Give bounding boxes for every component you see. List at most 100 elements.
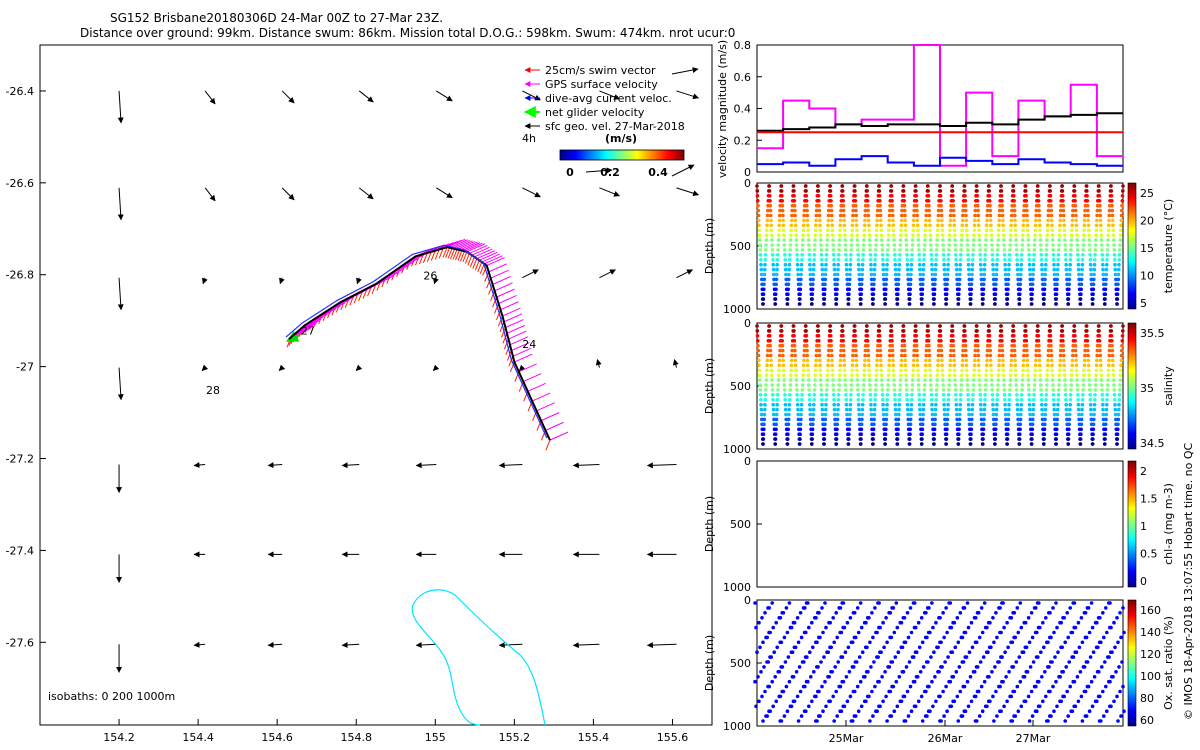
dive-sample-dot bbox=[1046, 358, 1050, 363]
geo-velocity-arrow bbox=[436, 187, 453, 199]
dive-sample-dot bbox=[900, 208, 904, 213]
dive-sample-dot bbox=[1061, 213, 1066, 218]
dive-sample-dot bbox=[946, 655, 950, 659]
dive-sample-dot bbox=[970, 277, 974, 282]
dive-sample-dot bbox=[768, 213, 773, 218]
dive-sample-dot bbox=[801, 368, 806, 373]
dive-sample-dot bbox=[833, 277, 837, 282]
dive-sample-dot bbox=[1107, 348, 1112, 353]
dive-sample-dot bbox=[1101, 267, 1105, 272]
dive-sample-dot bbox=[1106, 233, 1111, 237]
dive-sample-dot bbox=[1095, 699, 1099, 704]
dive-sample-dot bbox=[1090, 292, 1094, 297]
dive-sample-dot bbox=[948, 223, 952, 228]
dive-sample-dot bbox=[831, 238, 835, 242]
dive-sample-dot bbox=[772, 432, 777, 437]
geo-velocity-arrow bbox=[356, 277, 362, 285]
dive-sample-dot bbox=[926, 199, 931, 203]
dive-sample-dot bbox=[838, 358, 843, 363]
dive-sample-dot bbox=[1025, 348, 1029, 353]
depth-ylabel: Depth (m) bbox=[703, 635, 716, 691]
dive-sample-dot bbox=[1005, 442, 1009, 446]
gps-velocity-arrow bbox=[490, 269, 509, 279]
dive-sample-dot bbox=[1090, 437, 1095, 441]
dive-sample-dot bbox=[772, 277, 776, 282]
dive-sample-dot bbox=[964, 208, 968, 213]
dive-sample-dot bbox=[828, 194, 833, 198]
colorbar-label: Ox. sat. ratio (%) bbox=[1162, 616, 1175, 710]
dive-sample-dot bbox=[813, 238, 817, 242]
dive-sample-dot bbox=[973, 218, 977, 223]
dive-sample-dot bbox=[999, 709, 1003, 713]
dive-sample-dot bbox=[883, 302, 887, 306]
dive-sample-dot bbox=[927, 606, 931, 610]
dive-sample-dot bbox=[1090, 625, 1095, 630]
dive-sample-dot bbox=[921, 262, 926, 267]
dive-sample-dot bbox=[1076, 393, 1080, 397]
dive-sample-dot bbox=[918, 422, 923, 427]
dive-sample-dot bbox=[868, 640, 872, 645]
dive-sample-dot bbox=[820, 398, 824, 402]
dive-sample-dot bbox=[1057, 233, 1062, 237]
dive-sample-dot bbox=[1022, 213, 1026, 218]
geo-velocity-arrow bbox=[646, 462, 677, 469]
dive-sample-dot bbox=[867, 363, 871, 368]
dive-sample-dot bbox=[785, 709, 790, 713]
gps-velocity-arrow bbox=[451, 239, 471, 249]
dive-sample-dot bbox=[911, 358, 916, 363]
depth-y-tick-label: 500 bbox=[730, 240, 751, 253]
geo-velocity-arrow bbox=[415, 462, 437, 469]
dive-sample-dot bbox=[973, 348, 978, 353]
dive-sample-dot bbox=[883, 670, 887, 674]
dive-sample-dot bbox=[851, 665, 856, 669]
dive-sample-dot bbox=[858, 437, 863, 441]
dive-sample-dot bbox=[848, 412, 852, 417]
dive-sample-dot bbox=[941, 243, 945, 247]
dive-sample-dot bbox=[990, 383, 994, 387]
dive-sample-dot bbox=[1073, 203, 1078, 208]
dive-sample-dot bbox=[866, 358, 871, 363]
dive-sample-dot bbox=[872, 407, 877, 412]
dive-sample-dot bbox=[996, 233, 1001, 237]
legend-label: GPS surface velocity bbox=[545, 78, 658, 91]
dive-sample-dot bbox=[902, 203, 907, 208]
dive-sample-dot bbox=[1044, 393, 1049, 397]
dive-sample-dot bbox=[781, 368, 786, 373]
dive-sample-dot bbox=[861, 248, 866, 252]
dive-sample-dot bbox=[1020, 393, 1024, 397]
dive-sample-dot bbox=[904, 233, 908, 237]
dive-sample-dot bbox=[972, 368, 977, 373]
dive-sample-dot bbox=[1022, 675, 1027, 679]
dive-sample-dot bbox=[1023, 620, 1028, 625]
dive-sample-dot bbox=[833, 432, 838, 437]
dive-sample-dot bbox=[915, 223, 920, 228]
dive-sample-dot bbox=[840, 184, 845, 188]
dive-sample-dot bbox=[908, 606, 913, 610]
dive-sample-dot bbox=[838, 223, 842, 228]
dive-sample-dot bbox=[1067, 660, 1071, 664]
dive-sample-dot bbox=[811, 267, 816, 272]
dive-sample-dot bbox=[895, 442, 900, 446]
dive-sample-dot bbox=[1051, 243, 1055, 247]
dive-sample-dot bbox=[1074, 368, 1079, 373]
dive-sample-dot bbox=[782, 248, 787, 252]
legend-label: dive-avg current veloc. bbox=[545, 92, 672, 105]
dive-sample-dot bbox=[765, 714, 769, 718]
dive-sample-dot bbox=[995, 262, 999, 267]
dive-sample-dot bbox=[860, 277, 864, 282]
dive-sample-dot bbox=[929, 253, 934, 257]
dive-sample-dot bbox=[962, 324, 967, 328]
dive-sample-dot bbox=[829, 353, 834, 358]
dive-sample-dot bbox=[1055, 704, 1059, 709]
gps-velocity-arrow bbox=[503, 313, 523, 323]
dive-sample-dot bbox=[966, 388, 970, 392]
dive-sample-dot bbox=[1082, 233, 1086, 237]
dive-sample-dot bbox=[880, 383, 884, 387]
dive-sample-dot bbox=[1119, 363, 1123, 368]
dive-sample-dot bbox=[975, 203, 980, 208]
dive-sample-dot bbox=[1078, 670, 1083, 674]
dive-sample-dot bbox=[818, 228, 823, 233]
dive-sample-dot bbox=[792, 339, 797, 343]
dive-sample-dot bbox=[978, 253, 982, 257]
dive-sample-dot bbox=[865, 329, 869, 333]
